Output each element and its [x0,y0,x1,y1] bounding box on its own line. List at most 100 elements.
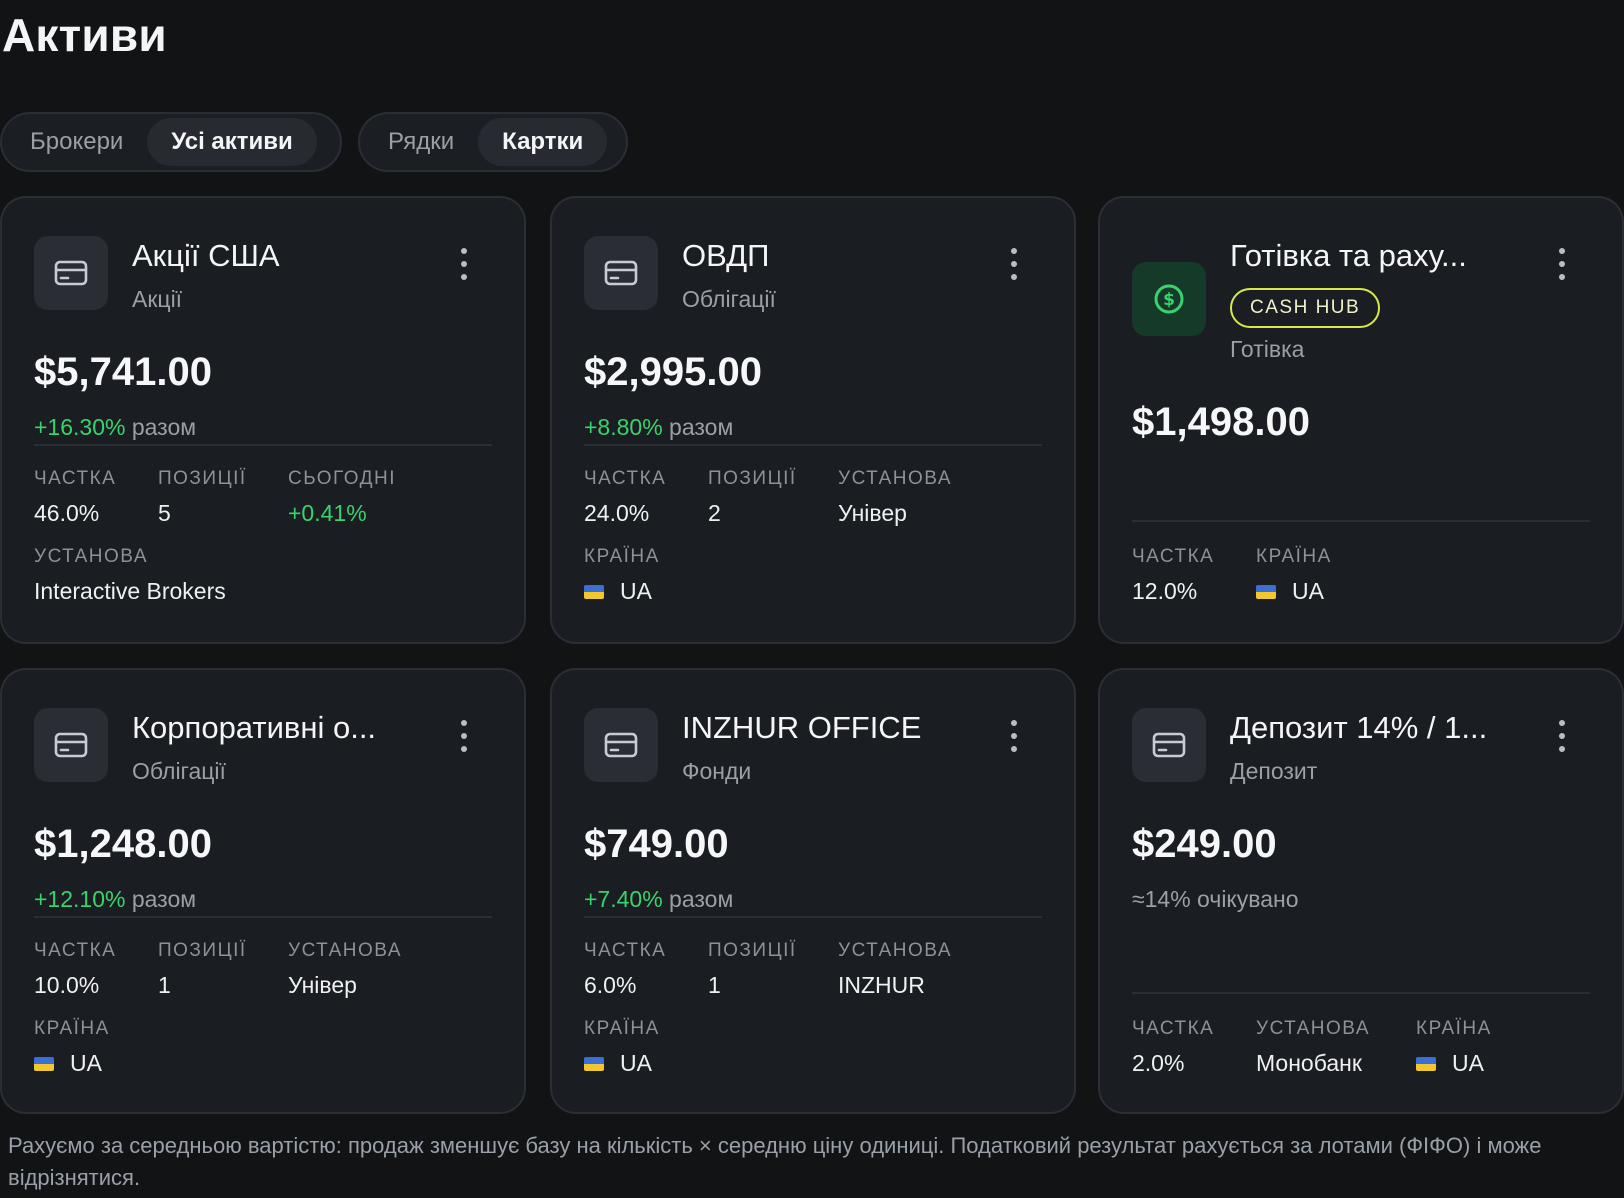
stat-country: Країна UA [1256,546,1332,605]
performance-value: +8.80% [584,414,663,440]
stat-institution: Установа Interactive Brokers [34,546,226,605]
performance-suffix: разом [669,414,734,440]
asset-card-inzhur-office[interactable]: INZHUR OFFICE Фонди $749.00 +7.40% разом… [550,668,1076,1114]
stat-label: Частка [1132,1018,1215,1039]
stat-label: Частка [584,940,667,961]
stat-value: Монобанк [1256,1050,1362,1076]
asset-card-cash[interactable]: $ Готівка та раху... CASH HUB Готівка $1… [1098,196,1624,644]
ukraine-flag-icon [584,1056,604,1071]
ukraine-flag-icon [1256,584,1276,599]
more-menu-icon[interactable] [1554,716,1570,756]
asset-name: Готівка та раху... [1230,238,1467,273]
group-by-toggle: Брокери Усі активи [0,112,342,172]
stat-value: +0.41% [288,500,367,526]
stat-positions: Позиції 1 [158,940,247,999]
asset-card-ovdp[interactable]: ОВДП Облігації $2,995.00 +8.80% разом Ча… [550,196,1076,644]
stat-value: Універ [288,972,357,998]
stat-country: Країна UA [34,1018,110,1077]
stat-value: UA [1416,1050,1492,1077]
ukraine-flag-icon [1416,1056,1436,1071]
stat-institution: Установа INZHUR [838,940,952,999]
cash-hub-badge: CASH HUB [1230,288,1381,328]
asset-performance: +12.10% разом [34,886,196,913]
asset-type: Облігації [682,286,776,312]
tab-all-assets[interactable]: Усі активи [147,118,317,166]
asset-card-corporate-bonds[interactable]: Корпоративні о... Облігації $1,248.00 +1… [0,668,526,1114]
country-code: UA [620,578,652,604]
more-menu-icon[interactable] [1006,244,1022,284]
stat-share: Частка 24.0% [584,468,666,527]
asset-performance: +7.40% разом [584,886,733,913]
stat-institution: Установа Монобанк [1256,1018,1370,1077]
country-code: UA [70,1050,102,1076]
tab-rows[interactable]: Рядки [388,128,455,155]
card-icon [34,236,108,310]
ukraine-flag-icon [584,584,604,599]
card-icon [584,708,658,782]
stat-positions: Позиції 2 [708,468,797,527]
asset-amount: $1,248.00 [34,822,212,866]
tab-cards[interactable]: Картки [478,118,608,166]
stat-label: Країна [34,1018,110,1039]
country-code: UA [1452,1050,1484,1076]
stat-label: Країна [1416,1018,1492,1039]
stat-value: 24.0% [584,500,650,526]
stat-value: 5 [158,500,171,526]
asset-name: INZHUR OFFICE [682,710,922,745]
more-menu-icon[interactable] [1006,716,1022,756]
asset-name: Акції США [132,238,280,273]
stat-value: Універ [838,500,907,526]
stat-share: Частка 6.0% [584,940,666,999]
asset-type: Акції [132,286,183,312]
stat-label: Установа [1256,1018,1371,1039]
asset-amount: $5,741.00 [34,350,212,394]
stat-label: Позиції [158,468,247,489]
expected-yield: ≈14% очікувано [1132,886,1299,912]
more-menu-icon[interactable] [1554,244,1570,284]
divider [1132,520,1590,522]
stat-value: 1 [158,972,171,998]
performance-value: +12.10% [34,886,126,912]
stat-value: 2 [708,500,721,526]
stat-institution: Установа Універ [838,468,952,527]
performance-value: +16.30% [34,414,126,440]
stat-label: Установа [838,468,953,489]
stat-country: Країна UA [584,546,660,605]
card-icon [1132,708,1206,782]
stat-value: UA [1256,578,1332,605]
layout-toggle: Рядки Картки [358,112,628,172]
stat-value: UA [584,1050,660,1077]
stat-value: 1 [708,972,721,998]
stat-value: INZHUR [838,972,925,998]
stat-country: Країна UA [1416,1018,1492,1077]
stat-share: Частка 46.0% [34,468,116,527]
stat-label: Сьогодні [288,468,397,489]
asset-type: Облігації [132,758,226,784]
stat-label: Частка [34,940,117,961]
asset-amount: $249.00 [1132,822,1277,866]
asset-card-us-stocks[interactable]: Акції США Акції $5,741.00 +16.30% разом … [0,196,526,644]
country-code: UA [1292,578,1324,604]
asset-card-deposit[interactable]: Депозит 14% / 1... Депозит $249.00 ≈14% … [1098,668,1624,1114]
stat-share: Частка 12.0% [1132,546,1214,605]
asset-name: Депозит 14% / 1... [1230,710,1488,745]
stat-label: Частка [584,468,667,489]
divider [34,916,492,918]
stat-today: Сьогодні +0.41% [288,468,396,527]
performance-value: +7.40% [584,886,663,912]
performance-suffix: разом [131,886,197,912]
tab-brokers[interactable]: Брокери [30,128,124,155]
performance-suffix: разом [131,414,197,440]
divider [1132,992,1590,994]
asset-amount: $1,498.00 [1132,400,1310,444]
divider [584,444,1042,446]
more-menu-icon[interactable] [456,244,472,284]
asset-type: Депозит [1230,758,1318,784]
stat-positions: Позиції 5 [158,468,247,527]
asset-type: Фонди [682,758,752,784]
performance-suffix: разом [669,886,734,912]
stat-value: 10.0% [34,972,100,998]
divider [584,916,1042,918]
more-menu-icon[interactable] [456,716,472,756]
stat-value: Interactive Brokers [34,578,226,604]
